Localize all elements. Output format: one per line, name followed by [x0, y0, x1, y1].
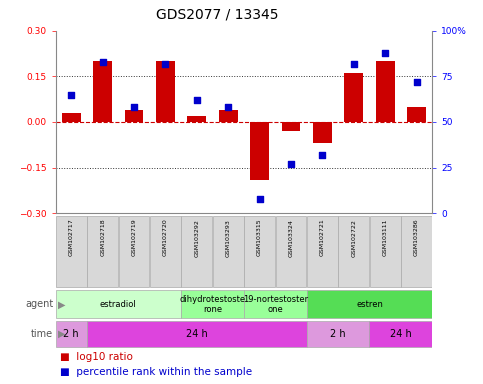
Bar	[244, 291, 307, 318]
Text: ■  log10 ratio: ■ log10 ratio	[60, 352, 133, 362]
Text: GSM103286: GSM103286	[414, 219, 419, 256]
Point	[412, 79, 420, 85]
Bar	[87, 217, 118, 286]
Bar	[181, 291, 244, 318]
Bar	[407, 107, 426, 122]
Bar	[187, 116, 206, 122]
Point	[193, 97, 201, 103]
Text: 2 h: 2 h	[63, 329, 79, 339]
Text: ■  percentile rank within the sample: ■ percentile rank within the sample	[60, 367, 253, 377]
Bar	[125, 110, 143, 122]
Text: GSM102718: GSM102718	[100, 219, 105, 256]
Text: GSM103293: GSM103293	[226, 219, 231, 257]
Bar	[376, 61, 395, 122]
Bar	[56, 217, 86, 286]
Text: ▶: ▶	[58, 329, 66, 339]
Bar	[87, 321, 307, 347]
Bar	[244, 217, 275, 286]
Text: time: time	[31, 329, 53, 339]
Bar	[307, 321, 369, 347]
Bar	[307, 217, 338, 286]
Text: GSM102722: GSM102722	[351, 219, 356, 257]
Bar	[119, 217, 149, 286]
Text: GSM102720: GSM102720	[163, 219, 168, 257]
Bar	[93, 61, 112, 122]
Text: GSM102719: GSM102719	[131, 219, 137, 257]
Point	[287, 161, 295, 167]
Bar	[307, 291, 432, 318]
Bar	[62, 113, 81, 122]
Bar	[250, 122, 269, 180]
Bar	[56, 321, 87, 347]
Text: estradiol: estradiol	[100, 300, 137, 309]
Bar	[313, 122, 332, 143]
Point	[130, 104, 138, 111]
Point	[224, 104, 232, 111]
Point	[350, 61, 357, 67]
Bar	[276, 217, 306, 286]
Bar	[344, 73, 363, 122]
Text: GSM102717: GSM102717	[69, 219, 74, 257]
Text: estren: estren	[356, 300, 383, 309]
Text: 2 h: 2 h	[330, 329, 346, 339]
Bar	[156, 61, 175, 122]
Text: dihydrotestoste
rone: dihydrotestoste rone	[180, 295, 245, 314]
Point	[256, 195, 264, 202]
Text: GSM102721: GSM102721	[320, 219, 325, 257]
Text: 24 h: 24 h	[390, 329, 412, 339]
Text: GSM103292: GSM103292	[194, 219, 199, 257]
Text: 19-nortestoster
one: 19-nortestoster one	[243, 295, 308, 314]
Text: agent: agent	[25, 299, 53, 310]
Point	[382, 50, 389, 56]
Bar	[369, 321, 432, 347]
Bar	[219, 110, 238, 122]
Text: GSM103315: GSM103315	[257, 219, 262, 256]
Point	[99, 59, 107, 65]
Text: 24 h: 24 h	[186, 329, 208, 339]
Point	[161, 61, 170, 67]
Bar	[339, 217, 369, 286]
Bar	[401, 217, 432, 286]
Bar	[213, 217, 243, 286]
Text: GSM103324: GSM103324	[288, 219, 294, 257]
Text: ▶: ▶	[58, 299, 66, 310]
Text: GSM103111: GSM103111	[383, 219, 388, 256]
Bar	[150, 217, 181, 286]
Text: GDS2077 / 13345: GDS2077 / 13345	[156, 7, 279, 21]
Point	[319, 152, 327, 158]
Point	[68, 91, 75, 98]
Bar	[56, 291, 181, 318]
Bar	[182, 217, 212, 286]
Bar	[282, 122, 300, 131]
Bar	[370, 217, 400, 286]
